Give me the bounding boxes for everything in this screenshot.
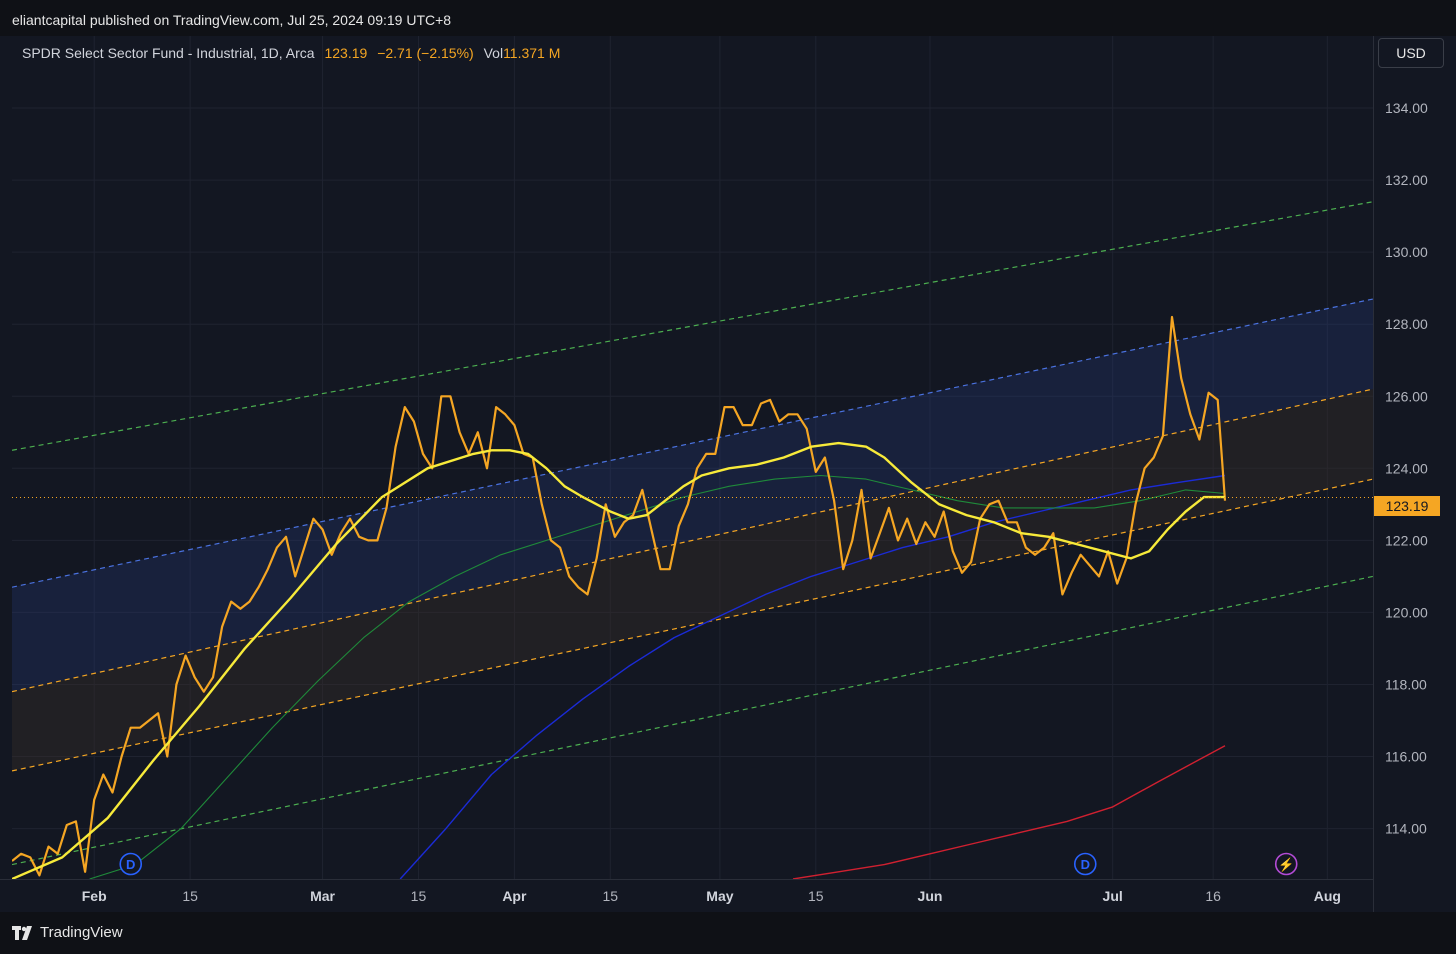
last-price: 123.19	[324, 45, 368, 61]
symbol-legend: SPDR Select Sector Fund - Industrial, 1D…	[22, 45, 566, 61]
channel-line-outer-lower	[12, 575, 1373, 866]
series-line-ma_long[interactable]	[792, 745, 1226, 879]
event-marker-label: D	[126, 857, 135, 872]
event-marker-label: ⚡	[1278, 857, 1294, 873]
tradingview-brand[interactable]: TradingView	[40, 924, 123, 941]
y-tick-label: 132.00	[1385, 172, 1428, 188]
price-change: −2.71 (−2.15%)	[377, 45, 474, 61]
x-tick-label: 15	[411, 888, 427, 904]
tradingview-logo-icon[interactable]	[12, 926, 36, 940]
y-tick-label: 124.00	[1385, 460, 1428, 476]
currency-button[interactable]: USD	[1378, 38, 1444, 68]
x-tick-label: 16	[1205, 888, 1221, 904]
x-tick-label: 15	[808, 888, 824, 904]
symbol-name: SPDR Select Sector Fund - Industrial, 1D…	[22, 45, 315, 61]
event-marker-label: D	[1081, 857, 1090, 872]
y-tick-label: 128.00	[1385, 316, 1428, 332]
channel-line-inner-lower	[12, 478, 1373, 772]
volume-label: Vol	[483, 45, 504, 61]
x-tick-label: Aug	[1314, 888, 1341, 904]
channel-line-mid-upper	[12, 298, 1373, 588]
y-tick-label: 118.00	[1385, 676, 1427, 692]
x-tick-label: Jun	[918, 888, 943, 904]
volume-value: 11.371 M	[503, 45, 561, 61]
x-tick-label: Feb	[82, 888, 107, 904]
y-tick-label: 120.00	[1385, 604, 1428, 620]
y-tick-label: 122.00	[1385, 532, 1428, 548]
channel-line-outer-upper	[12, 201, 1373, 451]
x-tick-label: Apr	[502, 888, 527, 904]
x-tick-label: Mar	[310, 888, 335, 904]
event-marker-icon[interactable]	[119, 852, 143, 876]
channel-line-inner-upper	[12, 388, 1373, 693]
footer-bar	[0, 912, 1456, 954]
publish-info: eliantcapital published on TradingView.c…	[12, 12, 452, 28]
series-line-price[interactable]	[12, 315, 1227, 877]
x-tick-label: Jul	[1103, 888, 1123, 904]
event-marker-icon[interactable]	[1073, 852, 1097, 876]
series-line-ma_fast[interactable]	[12, 441, 1225, 879]
y-tick-label: 116.00	[1385, 749, 1427, 765]
x-tick-label: 15	[603, 888, 619, 904]
x-tick-label: 15	[182, 888, 198, 904]
event-marker-icon[interactable]	[1274, 852, 1298, 876]
y-tick-label: 126.00	[1385, 388, 1428, 404]
x-tick-label: May	[706, 888, 733, 904]
y-tick-label: 114.00	[1385, 821, 1427, 837]
series-line-ma_slow[interactable]	[399, 474, 1226, 880]
publish-header: eliantcapital published on TradingView.c…	[0, 0, 1456, 36]
channel-band-middle	[12, 389, 1373, 771]
last-price-tag: 123.19	[1374, 496, 1440, 516]
y-tick-label: 130.00	[1385, 244, 1428, 260]
y-tick-label: 134.00	[1385, 100, 1428, 116]
